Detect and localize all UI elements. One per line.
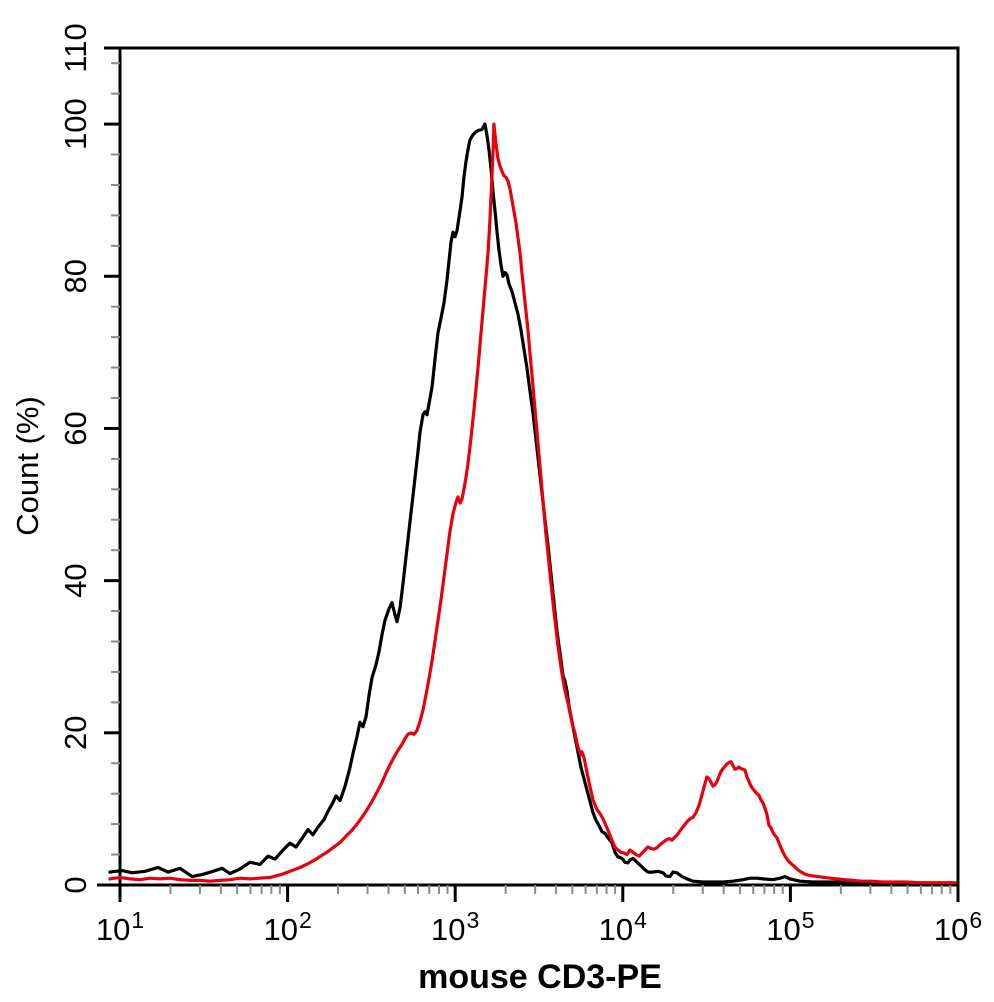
x-tick-label: 101	[96, 907, 144, 947]
x-axis-title: mouse CD3-PE	[418, 958, 662, 996]
y-axis-title: Count (%)	[10, 396, 45, 536]
y-tick-label: 100	[58, 98, 93, 150]
x-tick-label: 104	[599, 907, 647, 947]
plot-frame	[118, 46, 960, 887]
red-curve	[108, 122, 957, 885]
y-tick-label: 80	[58, 259, 93, 293]
x-tick-label: 105	[766, 907, 814, 947]
x-tick-label: 102	[263, 907, 311, 947]
y-tick-label: 0	[58, 876, 93, 893]
plot-area: 101 102 103 104 105 106 0 20 40 60 80 100 110	[58, 23, 982, 947]
x-tick-label: 106	[934, 907, 982, 947]
black-curve	[108, 122, 957, 886]
y-tick-label: 60	[58, 411, 93, 445]
x-tick-label: 103	[431, 907, 479, 947]
y-tick-label: 40	[58, 563, 93, 597]
y-tick-label: 110	[58, 23, 93, 72]
y-tick-label: 20	[58, 716, 93, 750]
